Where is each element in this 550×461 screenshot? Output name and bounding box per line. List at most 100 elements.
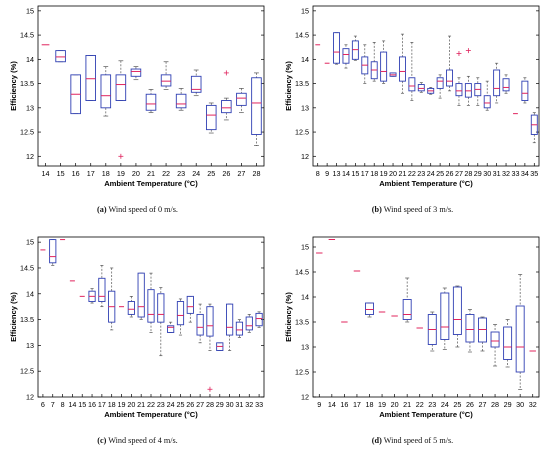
box-18 (108, 267, 116, 331)
y-tick-label: 13 (26, 341, 34, 350)
y-tick-label: 12.5 (295, 128, 309, 137)
y-tick-label: 12.5 (20, 128, 34, 137)
box-27 (236, 88, 247, 114)
box-22 (408, 42, 416, 101)
x-tick-label: 21 (137, 400, 145, 409)
box-iqr (483, 95, 491, 109)
caption-text-d: Wind speed of 5 m/s. (383, 436, 454, 445)
x-tick-label: 23 (177, 169, 185, 178)
plot-frame (312, 5, 540, 167)
x-tick-label: 27 (237, 169, 245, 178)
box-iqr (49, 239, 57, 264)
box-25 (176, 298, 185, 336)
x-tick-label: 17 (98, 400, 106, 409)
x-tick-label: 19 (378, 400, 386, 409)
box-20 (127, 296, 135, 318)
x-tick-label: 28 (464, 169, 472, 178)
x-tick-label: 21 (403, 400, 411, 409)
x-tick-label: 18 (108, 400, 116, 409)
x-tick-label: 33 (511, 169, 519, 178)
box-15 (55, 50, 66, 63)
box-iqr (503, 326, 513, 360)
y-tick-label: 15 (26, 6, 34, 15)
box-18 (365, 302, 374, 318)
box-26 (446, 35, 454, 92)
box-14 (342, 44, 350, 69)
y-tick-label: 14 (26, 55, 34, 64)
box-26 (221, 70, 232, 121)
x-tick-label: 17 (361, 169, 369, 178)
box-26 (186, 295, 194, 323)
box-iqr (160, 74, 172, 87)
caption-letter-b: (b) (371, 205, 382, 214)
caption-a: (a) Wind speed of 0 m/s. (0, 205, 275, 214)
box-iqr (342, 48, 350, 64)
y-tick-label: 14 (301, 293, 309, 302)
x-tick-label: 22 (162, 169, 170, 178)
box-24 (190, 69, 202, 97)
plot-frame (312, 236, 540, 398)
box-iqr (255, 312, 263, 327)
x-tick-label: 25 (176, 400, 184, 409)
box-iqr (436, 77, 444, 89)
box-iqr (157, 293, 165, 323)
x-tick-label: 25 (436, 169, 444, 178)
box-iqr (455, 83, 463, 97)
x-tick-label: 8 (61, 400, 65, 409)
plot-frame (37, 5, 265, 167)
x-axis-label: Ambient Temperature (°C) (379, 410, 473, 419)
box-iqr (380, 51, 388, 82)
box-iqr (190, 75, 202, 93)
y-tick-label: 15 (26, 238, 34, 247)
box-iqr (226, 303, 234, 336)
box-iqr (493, 69, 501, 97)
box-iqr (196, 313, 204, 336)
caption-letter-c: (c) (97, 436, 107, 445)
box-iqr (245, 316, 253, 331)
y-tick-label: 13 (301, 103, 309, 112)
x-tick-label: 23 (428, 400, 436, 409)
chart-panel-d: 12 12.5 13 13.5 14 14.5 15 9 14 16 17 18 19 20 21 22 23 2… (275, 231, 550, 461)
x-tick-label: 16 (88, 400, 96, 409)
x-tick-label: 21 (398, 169, 406, 178)
box-iqr (186, 295, 194, 314)
x-tick-label: 21 (147, 169, 155, 178)
x-tick-label: 9 (317, 400, 321, 409)
box-iqr (115, 74, 127, 101)
x-tick-label: 28 (206, 400, 214, 409)
box-iqr (147, 289, 155, 323)
x-tick-label: 20 (389, 169, 397, 178)
x-tick-label: 25 (207, 169, 215, 178)
box-iqr (408, 77, 416, 92)
y-axis-label: Efficiency (%) (284, 292, 293, 342)
x-tick-label: 30 (483, 169, 491, 178)
x-tick-label: 18 (370, 169, 378, 178)
x-tick-label: 19 (380, 169, 388, 178)
x-tick-label: 24 (441, 400, 449, 409)
box-iqr (137, 272, 145, 318)
box-23 (427, 311, 437, 352)
x-tick-label: 18 (366, 400, 374, 409)
x-tick-label: 20 (127, 400, 135, 409)
y-axis-label: Efficiency (%) (9, 292, 18, 342)
x-tick-label: 30 (516, 400, 524, 409)
box-35 (530, 112, 538, 144)
chart-panel-a: 12 12.5 13 13.5 14 14.5 15 14 15 16 17 18 19 20 21 22 23… (0, 0, 275, 230)
caption-d: (d) Wind speed of 5 m/s. (275, 436, 550, 445)
box-iqr (365, 302, 374, 315)
box-33 (255, 311, 263, 328)
box-iqr (98, 277, 106, 302)
y-tick-label: 14.5 (295, 268, 309, 277)
box-iqr (236, 92, 247, 106)
y-tick-label: 15 (301, 243, 309, 252)
x-tick-label: 26 (446, 169, 454, 178)
x-tick-label: 35 (530, 169, 538, 178)
y-tick-label: 12 (26, 393, 34, 402)
box-iqr (333, 32, 341, 64)
box-iqr (398, 56, 406, 82)
x-tick-label: 18 (102, 169, 110, 178)
box-32 (245, 314, 253, 333)
y-tick-label: 14.5 (295, 31, 309, 40)
x-tick-label: 32 (529, 400, 537, 409)
